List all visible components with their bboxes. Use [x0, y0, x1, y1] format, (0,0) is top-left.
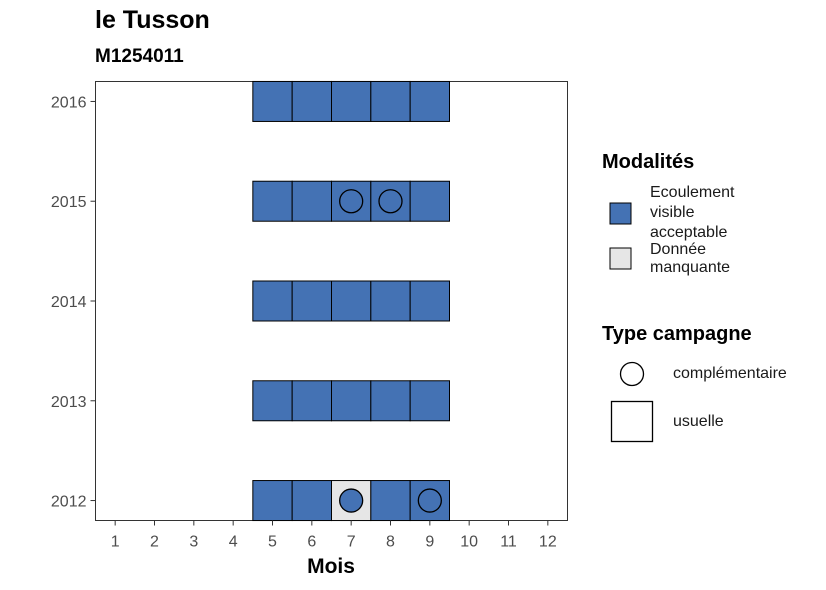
cell-2014-9-ecoulement-visible-acceptable	[409, 280, 450, 322]
x-tick-label-10: 10	[460, 534, 478, 551]
legend-title-modalites: Modalités	[602, 151, 695, 173]
y-tick-label-2015: 2015	[51, 194, 87, 211]
x-tick-label-8: 8	[386, 534, 395, 551]
point-2012-9-complementaire	[417, 488, 442, 513]
x-tick-label-11: 11	[500, 534, 517, 551]
cell-2012-6-ecoulement-visible-acceptable	[291, 480, 332, 522]
legend-title-type-campagne: Type campagne	[602, 323, 752, 345]
y-tick-label-2013: 2013	[51, 394, 87, 411]
cell-2013-9-ecoulement-visible-acceptable	[409, 380, 450, 422]
point-2015-8-complementaire	[378, 189, 403, 214]
cell-2013-6-ecoulement-visible-acceptable	[291, 380, 332, 422]
y-tick-label-2014: 2014	[51, 294, 87, 311]
cell-2015-9-ecoulement-visible-acceptable	[409, 180, 450, 222]
x-tick-label-7: 7	[347, 534, 356, 551]
cell-2016-5-ecoulement-visible-acceptable	[252, 80, 293, 122]
legend-label-donnee-manquante: Donnée manquante	[650, 241, 731, 276]
legend-key-usuelle-square	[610, 400, 654, 443]
x-tick-label-5: 5	[268, 534, 277, 551]
x-tick-label-1: 1	[111, 534, 120, 551]
legend-key-donnee-manquante	[609, 247, 632, 270]
x-tick-label-6: 6	[307, 534, 316, 551]
legend-label-usuelle: usuelle	[673, 413, 724, 430]
x-tick-label-3: 3	[189, 534, 198, 551]
points-layer	[339, 189, 442, 513]
cell-2014-5-ecoulement-visible-acceptable	[252, 280, 293, 322]
cell-2012-8-ecoulement-visible-acceptable	[370, 480, 411, 522]
cell-2016-7-ecoulement-visible-acceptable	[331, 80, 372, 122]
cell-2016-9-ecoulement-visible-acceptable	[409, 80, 450, 122]
legend-label-complementaire: complémentaire	[673, 365, 787, 382]
cell-2014-6-ecoulement-visible-acceptable	[291, 280, 332, 322]
x-axis-label: Mois	[307, 555, 355, 578]
chart-subtitle: M1254011	[95, 46, 184, 67]
legend-key-ecoulement-visible-acceptable	[609, 202, 632, 225]
y-tick-label-2016: 2016	[51, 94, 87, 111]
x-tick-label-12: 12	[539, 534, 557, 551]
x-tick-label-4: 4	[229, 534, 238, 551]
point-2015-7-complementaire	[339, 189, 364, 214]
cell-2013-5-ecoulement-visible-acceptable	[252, 380, 293, 422]
point-2012-7-complementaire	[339, 488, 364, 513]
cell-2012-5-ecoulement-visible-acceptable	[252, 480, 293, 522]
x-axis: 1 2 3 4 5 6 7 8 9 10 11 12	[111, 520, 557, 551]
cell-2013-8-ecoulement-visible-acceptable	[370, 380, 411, 422]
cell-2014-8-ecoulement-visible-acceptable	[370, 280, 411, 322]
cell-2015-6-ecoulement-visible-acceptable	[291, 180, 332, 222]
x-tick-label-2: 2	[150, 534, 159, 551]
cell-2016-6-ecoulement-visible-acceptable	[291, 80, 332, 122]
chart-title: le Tusson	[95, 6, 210, 34]
legend-label-ecoulement-visible-acceptable: Ecoulement visible acceptable	[650, 184, 735, 241]
legend-key-complementaire-circle	[619, 361, 645, 387]
x-tick-label-9: 9	[425, 534, 434, 551]
cell-2015-5-ecoulement-visible-acceptable	[252, 180, 293, 222]
cell-2014-7-ecoulement-visible-acceptable	[331, 280, 372, 322]
cells-layer	[252, 80, 450, 522]
y-axis: 2012 2013 2014 2015 2016	[51, 94, 96, 511]
cell-2013-7-ecoulement-visible-acceptable	[331, 380, 372, 422]
y-tick-label-2012: 2012	[51, 494, 87, 511]
cell-2016-8-ecoulement-visible-acceptable	[370, 80, 411, 122]
